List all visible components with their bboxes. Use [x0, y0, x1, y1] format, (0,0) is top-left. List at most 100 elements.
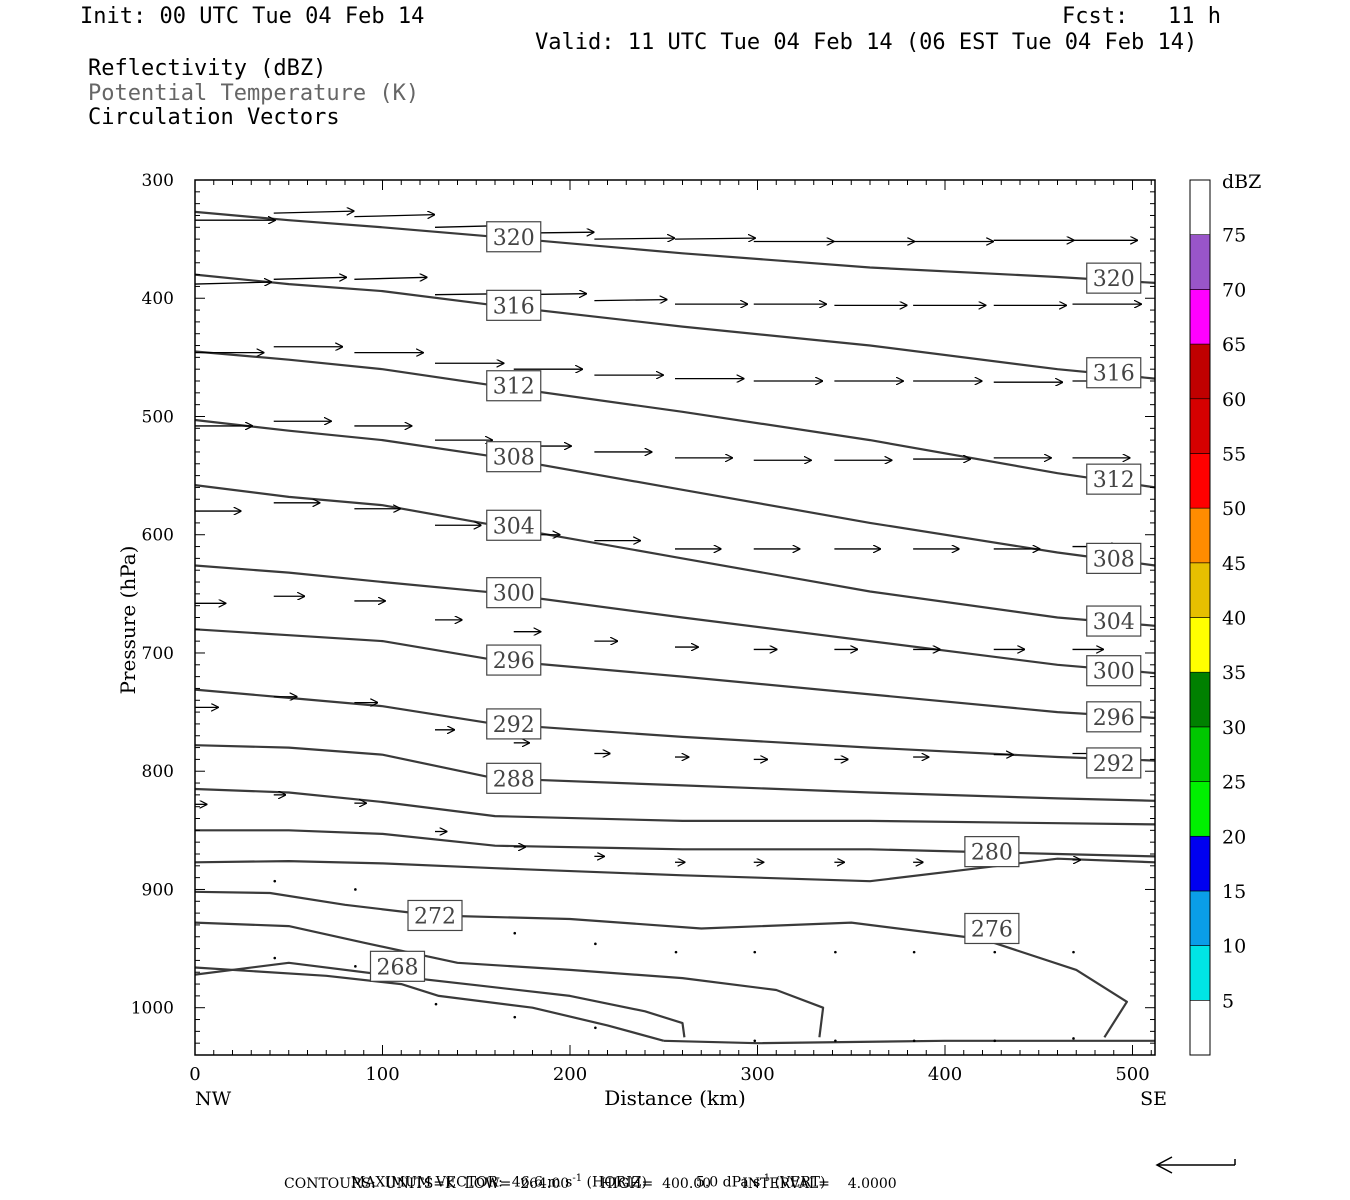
- contour-label-16: 288: [486, 762, 542, 794]
- contour-label-box: [1086, 262, 1142, 294]
- theta-contour-1: [194, 273, 1156, 380]
- forecast-hour: Fcst: 11 h: [1062, 4, 1221, 29]
- circulation-vector-109: [513, 1015, 517, 1019]
- contour-label-text: 288: [493, 767, 535, 792]
- colorbar-level-label: 50: [1222, 498, 1246, 520]
- y-axis-label: Pressure (hPa): [116, 546, 140, 695]
- circulation-vector-5: [594, 238, 674, 239]
- colorbar-swatch-3: [1189, 835, 1211, 892]
- circulation-vector-14: [354, 277, 426, 279]
- field-circulation-vectors: Circulation Vectors: [88, 105, 340, 130]
- y-tick-label: 500: [142, 407, 174, 427]
- colorbar-level-label: 70: [1222, 279, 1246, 301]
- colorbar-swatch-5: [1189, 726, 1211, 782]
- contour-label-10: 300: [486, 577, 542, 609]
- colorbar-swatch-9: [1189, 507, 1211, 564]
- contour-label-text: 296: [493, 649, 535, 674]
- max-vector-reference-arrow: [1155, 1156, 1236, 1174]
- theta-contour-15: [194, 966, 665, 1042]
- colorbar-level-label: 45: [1222, 553, 1246, 575]
- contour-label-box: [486, 644, 542, 676]
- theta-contour-8: [194, 744, 1156, 802]
- x-end-label-left: NW: [195, 1088, 232, 1110]
- colorbar-swatch-11: [1189, 398, 1211, 454]
- circulation-vector-6: [674, 238, 755, 239]
- footer-vert-unit: (VERT): [774, 1174, 826, 1191]
- contour-label-box: [486, 370, 542, 402]
- contour-label-text: 280: [971, 841, 1013, 866]
- footer-max-vector-label: MAXIMUM VECTOR:: [350, 1174, 503, 1191]
- x-tick-label: 200: [553, 1064, 587, 1085]
- contour-label-text: 312: [493, 375, 535, 400]
- contour-label-text: 300: [1093, 660, 1135, 685]
- circulation-vector-115: [1072, 1037, 1075, 1040]
- y-tick-label: 900: [142, 880, 174, 900]
- x-tick-label: 300: [740, 1064, 774, 1085]
- contour-label-17: 280: [964, 836, 1020, 868]
- contour-label-text: 316: [1093, 362, 1135, 387]
- contour-label-box: [407, 899, 463, 932]
- colorbar-swatch-7: [1189, 617, 1211, 673]
- contour-label-12: 296: [486, 644, 542, 676]
- contour-label-text: 296: [1093, 706, 1135, 731]
- contour-label-text: 268: [377, 955, 419, 980]
- theta-contour-9: [194, 787, 1156, 826]
- contour-label-box: [1086, 357, 1142, 389]
- colorbar-frame: [1189, 179, 1211, 1056]
- theta-contour-3: [194, 418, 1156, 567]
- colorbar-swatch-12: [1189, 343, 1211, 400]
- footer-horiz-unit: (HORIZ): [586, 1174, 647, 1191]
- contour-label-7: 308: [1086, 542, 1142, 574]
- contour-label-9: 304: [1086, 605, 1142, 637]
- contour-label-text: 300: [493, 582, 535, 607]
- circulation-vector-110: [594, 1026, 597, 1030]
- valid-time: Valid: 11 UTC Tue 04 Feb 14 (06 EST Tue …: [535, 30, 1198, 55]
- x-tick-label: 400: [928, 1064, 962, 1085]
- contour-label-text: 312: [1093, 468, 1135, 493]
- theta-contour-16: [663, 1039, 1155, 1045]
- theta-contour-13: [194, 921, 825, 1038]
- colorbar-swatch-4: [1189, 781, 1211, 837]
- circulation-vector-111: [753, 1039, 757, 1043]
- contour-label-text: 272: [414, 904, 456, 929]
- contour-label-box: [1086, 605, 1142, 637]
- contour-label-text: 320: [1093, 267, 1135, 292]
- contour-label-text: 320: [493, 226, 535, 251]
- contour-label-19: 272: [407, 899, 463, 932]
- contour-label-1: 320: [1086, 262, 1142, 294]
- circulation-vector-2: [354, 215, 434, 217]
- contour-label-2: 316: [486, 289, 542, 321]
- contour-label-box: [964, 912, 1020, 945]
- circulation-vector-12: [194, 282, 271, 284]
- contour-label-4: 312: [486, 370, 542, 402]
- colorbar-level-label: 75: [1222, 225, 1246, 247]
- theta-contour-11: [194, 857, 1156, 883]
- colorbar-level-label: 15: [1222, 881, 1246, 903]
- x-end-label-right: SE: [1140, 1088, 1167, 1110]
- circulation-vector-104: [993, 950, 997, 954]
- y-tick-label: 800: [142, 762, 174, 782]
- contour-label-5: 312: [1086, 463, 1142, 495]
- footer-vert-value: 5.0 dPa s: [695, 1174, 761, 1191]
- contour-label-text: 308: [1093, 547, 1135, 572]
- contour-label-13: 296: [1086, 701, 1142, 733]
- colorbar-swatch-10: [1189, 453, 1211, 509]
- contour-label-text: 304: [1093, 610, 1135, 635]
- contour-label-box: [1086, 463, 1142, 495]
- y-tick-label: 1000: [131, 999, 174, 1019]
- circulation-vector-107: [354, 965, 357, 968]
- contour-label-box: [486, 509, 542, 541]
- colorbar-level-label: 55: [1222, 443, 1246, 465]
- footer-contours: CONTOURS: UNITS=K LOW= 264.00 HIGH= 400.…: [284, 1176, 897, 1192]
- footer-horiz-value: 46.6 m s: [511, 1174, 573, 1191]
- colorbar-level-label: 65: [1222, 334, 1246, 356]
- contour-label-text: 276: [971, 917, 1013, 942]
- contour-label-box: [369, 950, 426, 982]
- colorbar-swatch-13: [1189, 289, 1211, 345]
- contour-label-0: 320: [486, 221, 542, 253]
- footer-max-vector: MAXIMUM VECTOR: 46.6 m s-1 (HORIZ) 5.0 d…: [350, 1173, 826, 1191]
- init-time: Init: 00 UTC Tue 04 Feb 14: [80, 4, 425, 29]
- field-potential-temperature: Potential Temperature (K): [88, 81, 420, 106]
- colorbar-level-label: 40: [1222, 608, 1246, 630]
